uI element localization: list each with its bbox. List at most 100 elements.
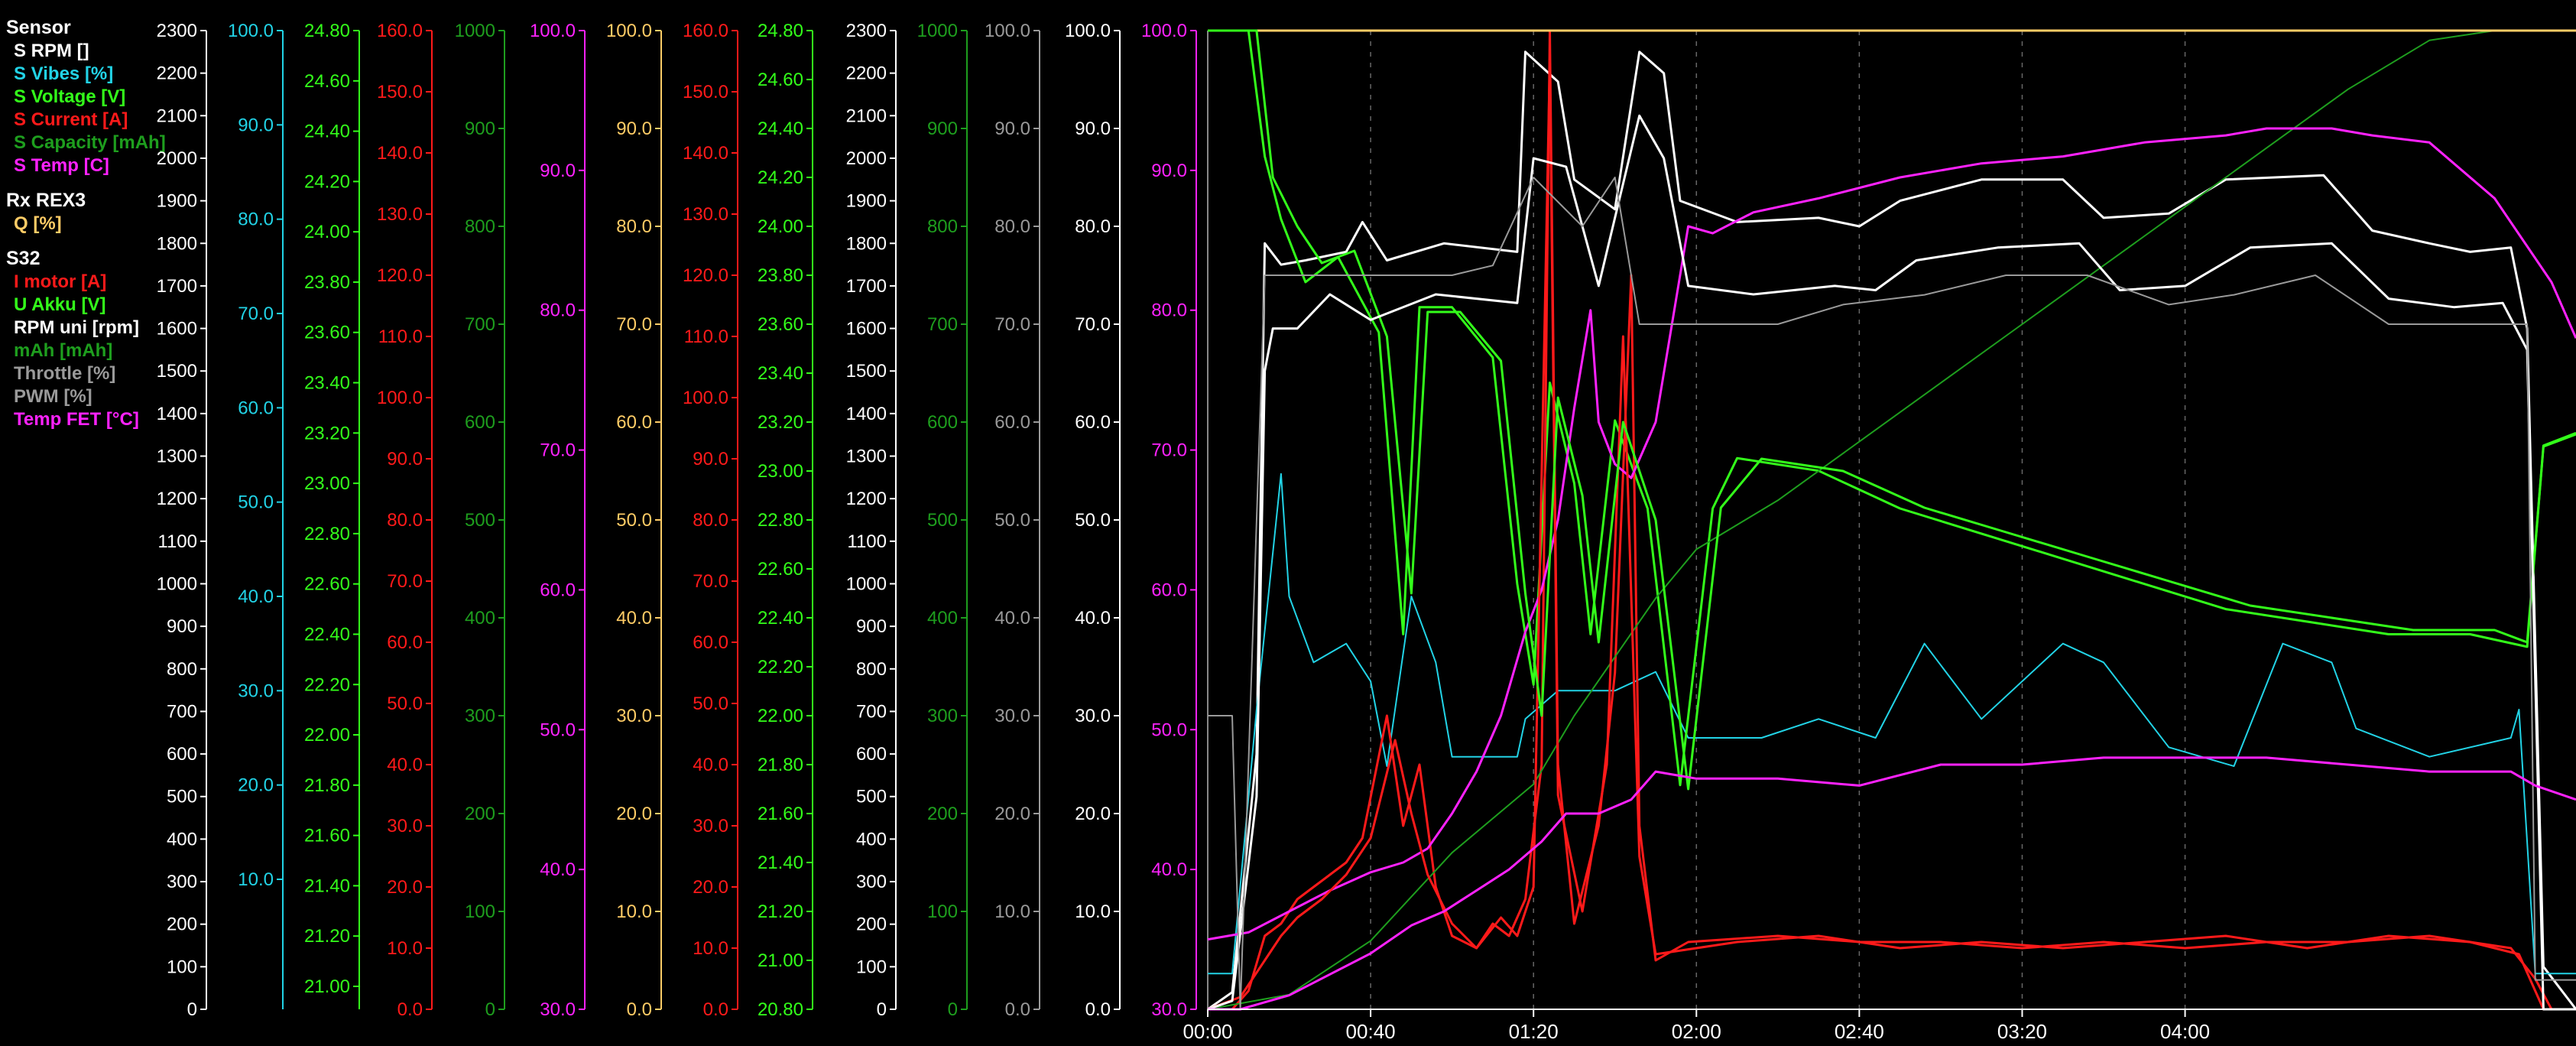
time-tick-label: 04:00 — [2160, 1020, 2210, 1043]
axis-tick-label: 1400 — [846, 404, 887, 424]
axis-tick-label: 100.0 — [985, 21, 1030, 41]
value-axis: 0.0 10.0 20.0 30.0 40.0 50.0 60.0 70.0 80.0 90.0 1… — [1065, 21, 1121, 1020]
axis-tick-label: 700 — [856, 701, 887, 722]
legend-item[interactable]: PWM [%] — [14, 386, 92, 407]
time-tick-label: 00:40 — [1346, 1020, 1396, 1043]
axis-tick-label: 50.0 — [1075, 510, 1111, 531]
axis-tick-label: 150.0 — [683, 82, 728, 102]
axis-tick-label: 22.20 — [304, 674, 350, 695]
axis-tick-label: 90.0 — [616, 119, 652, 139]
axis-tick-label: 600 — [167, 744, 197, 765]
axis-tick-label: 40.0 — [238, 586, 274, 607]
axis-tick-label: 24.60 — [758, 70, 803, 90]
axis-tick-label: 100.0 — [228, 21, 274, 41]
axis-tick-label: 50.0 — [387, 694, 423, 714]
axis-tick-label: 140.0 — [683, 143, 728, 164]
axis-tick-label: 70.0 — [616, 314, 652, 335]
axis-tick-label: 1700 — [846, 276, 887, 297]
legend-item[interactable]: Q [%] — [14, 213, 62, 234]
axis-tick-label: 400 — [465, 608, 495, 629]
axis-tick-label: 50.0 — [616, 510, 652, 531]
axis-tick-label: 100.0 — [530, 21, 576, 41]
axis-tick-label: 1300 — [846, 447, 887, 467]
value-axis: 0 100 200 300 400 500 600 700 800 900 1000 1100 1200… — [157, 21, 207, 1020]
axis-tick-label: 90.0 — [1075, 119, 1111, 139]
axis-tick-label: 1100 — [157, 531, 197, 552]
legend-item[interactable]: Throttle [%] — [14, 363, 116, 384]
value-axes: 0100200300400500600700800900100011001200… — [157, 21, 1197, 1020]
legend-item[interactable]: S Current [A] — [14, 109, 128, 130]
axis-tick-label: 40.0 — [616, 608, 652, 629]
legend-item[interactable]: mAh [mAh] — [14, 340, 113, 361]
axis-tick-label: 24.00 — [304, 222, 350, 242]
axis-tick-label: 30.0 — [387, 816, 423, 836]
series-line — [1208, 29, 2576, 791]
axis-tick-label: 22.80 — [304, 524, 350, 544]
axis-tick-label: 70.0 — [238, 304, 274, 324]
axis-tick-label: 60.0 — [1075, 412, 1111, 433]
axis-tick-label: 0 — [948, 999, 958, 1020]
axis-tick-label: 90.0 — [238, 115, 274, 135]
series-lines — [1207, 29, 2576, 1011]
axis-tick-label: 100.0 — [377, 388, 423, 408]
axis-tick-label: 60.0 — [387, 632, 423, 653]
axis-tick-label: 2000 — [157, 148, 197, 169]
series-line — [1207, 50, 2576, 1011]
axis-tick-label: 2300 — [846, 21, 887, 41]
axis-tick-label: 20.0 — [693, 877, 728, 898]
axis-tick-label: 30.0 — [1151, 999, 1187, 1020]
value-axis: 0.0 10.0 20.0 30.0 40.0 50.0 60.0 70.0 80.0 90.0 1… — [377, 21, 433, 1020]
axis-tick-label: 1500 — [846, 361, 887, 382]
axis-tick-label: 90.0 — [693, 449, 728, 469]
axis-tick-label: 40.0 — [693, 755, 728, 775]
legend-item[interactable]: Temp FET [°C] — [14, 409, 139, 430]
value-axis: 0.0 10.0 20.0 30.0 40.0 50.0 60.0 70.0 80.0 90.0 1… — [985, 21, 1040, 1020]
axis-tick-label: 10.0 — [994, 901, 1030, 922]
axis-tick-label: 23.80 — [758, 265, 803, 286]
axis-tick-label: 50.0 — [540, 720, 576, 740]
axis-tick-label: 800 — [465, 216, 495, 237]
axis-tick-label: 1600 — [846, 319, 887, 339]
axis-tick-label: 500 — [856, 787, 887, 807]
axis-tick-label: 50.0 — [693, 694, 728, 714]
legend-item[interactable]: S Temp [C] — [14, 155, 109, 176]
legend-group: Sensor — [6, 17, 71, 38]
axis-tick-label: 900 — [465, 119, 495, 139]
axis-tick-label: 30.0 — [540, 999, 576, 1020]
axis-tick-label: 21.20 — [758, 901, 803, 922]
axis-tick-label: 21.00 — [304, 976, 350, 997]
axis-tick-label: 60.0 — [1151, 580, 1187, 600]
axis-tick-label: 800 — [927, 216, 958, 237]
legend-item[interactable]: RPM uni [rpm] — [14, 317, 139, 338]
axis-tick-label: 500 — [167, 787, 197, 807]
axis-tick-label: 70.0 — [1151, 440, 1187, 461]
axis-tick-label: 150.0 — [377, 82, 423, 102]
axis-tick-label: 600 — [465, 412, 495, 433]
axis-tick-label: 20.0 — [994, 804, 1030, 824]
legend-item[interactable]: S RPM [] — [14, 41, 89, 61]
axis-tick-label: 70.0 — [1075, 314, 1111, 335]
axis-tick-label: 130.0 — [683, 204, 728, 225]
legend-item[interactable]: I motor [A] — [14, 271, 107, 292]
legend-item[interactable]: U Akku [V] — [14, 294, 106, 315]
axis-tick-label: 22.40 — [304, 624, 350, 645]
axis-tick-label: 2300 — [157, 21, 197, 41]
value-axis: 0.0 10.0 20.0 30.0 40.0 50.0 60.0 70.0 80.0 90.0 1… — [606, 21, 662, 1020]
axis-tick-label: 1200 — [846, 489, 887, 509]
axis-tick-label: 30.0 — [1075, 706, 1111, 726]
legend-item[interactable]: S Capacity [mAh] — [14, 132, 166, 153]
axis-tick-label: 110.0 — [684, 326, 728, 347]
legend-item[interactable]: S Vibes [%] — [14, 63, 114, 84]
axis-tick-label: 40.0 — [1151, 859, 1187, 880]
axis-tick-label: 30.0 — [994, 706, 1030, 726]
axis-tick-label: 20.0 — [387, 877, 423, 898]
axis-tick-label: 100.0 — [1065, 21, 1111, 41]
axis-tick-label: 70.0 — [994, 314, 1030, 335]
axis-tick-label: 400 — [927, 608, 958, 629]
axis-tick-label: 80.0 — [994, 216, 1030, 237]
legend-item[interactable]: S Voltage [V] — [14, 86, 126, 107]
time-tick-label: 02:00 — [1672, 1020, 1721, 1043]
axis-tick-label: 40.0 — [1075, 608, 1111, 629]
axis-tick-label: 21.80 — [304, 775, 350, 796]
